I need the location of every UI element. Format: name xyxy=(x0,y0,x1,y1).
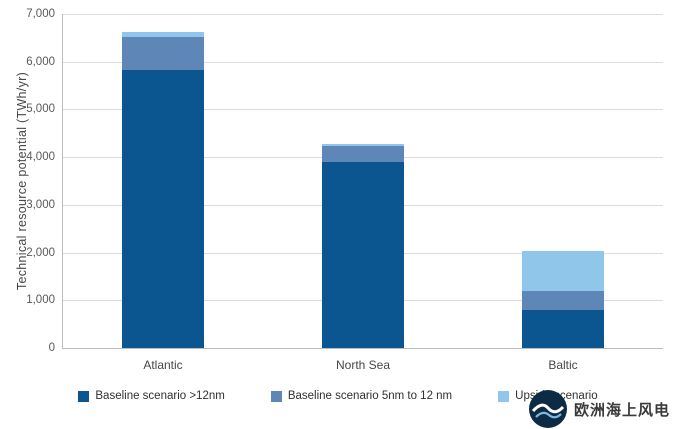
y-tick-label: 5,000 xyxy=(26,103,55,116)
legend-label: Baseline scenario >12nm xyxy=(95,390,225,402)
bar-segment xyxy=(522,309,604,348)
y-tick-label: 3,000 xyxy=(26,198,55,211)
legend-swatch xyxy=(498,390,510,402)
bar-segment xyxy=(122,70,204,348)
legend-label: Baseline scenario 5nm to 12 nm xyxy=(287,390,453,402)
y-tick-label: 6,000 xyxy=(26,55,55,68)
watermark-text: 欧洲海上风电 xyxy=(573,401,670,419)
bar-segment xyxy=(522,251,604,291)
chart-legend: Baseline scenario >12nm Baseline scenario… xyxy=(0,390,676,402)
x-axis-label: Atlantic xyxy=(143,358,183,372)
legend-swatch xyxy=(270,390,282,402)
chart-plot-area: 0 1,000 2,000 3,000 4,000 5,000 6,000 7,000 Atla… xyxy=(26,8,663,372)
bar-segment xyxy=(322,146,404,162)
watermark: 欧洲海上风电 xyxy=(528,389,670,429)
bar-segment xyxy=(322,161,404,348)
y-tick-label: 4,000 xyxy=(26,151,55,164)
y-tick-label: 0 xyxy=(48,342,55,354)
y-tick-label: 7,000 xyxy=(26,8,55,20)
bar-segment xyxy=(522,290,604,310)
bar-segment xyxy=(122,36,204,71)
watermark-logo-icon xyxy=(528,390,567,428)
x-axis-label: Baltic xyxy=(548,358,578,372)
legend-swatch xyxy=(78,390,90,402)
legend-item: Baseline scenario 5nm to 12 nm xyxy=(270,390,453,402)
gridline xyxy=(63,109,663,111)
bar-segment xyxy=(322,143,404,147)
bar-segment xyxy=(122,31,204,37)
legend-item: Baseline scenario >12nm xyxy=(78,390,225,402)
y-tick-label: 1,000 xyxy=(26,294,55,307)
x-axis-label: North Sea xyxy=(335,358,391,372)
gridline xyxy=(63,61,663,63)
y-tick-label: 2,000 xyxy=(26,246,55,259)
gridline xyxy=(63,14,663,15)
